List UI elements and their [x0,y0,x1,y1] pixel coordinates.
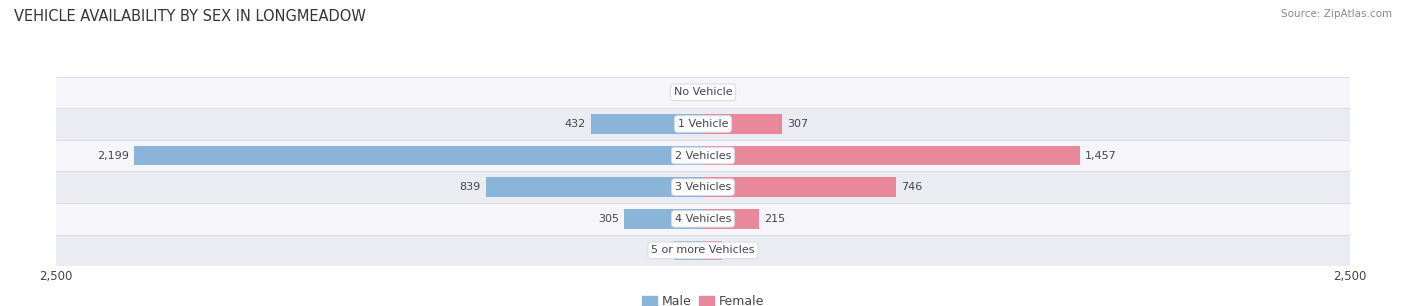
Bar [703,209,759,229]
Bar [56,140,1350,171]
Text: 4 Vehicles: 4 Vehicles [675,214,731,224]
Text: VEHICLE AVAILABILITY BY SEX IN LONGMEADOW: VEHICLE AVAILABILITY BY SEX IN LONGMEADO… [14,9,366,24]
Text: 0: 0 [689,87,695,97]
Text: 3 Vehicles: 3 Vehicles [675,182,731,192]
Text: Source: ZipAtlas.com: Source: ZipAtlas.com [1281,9,1392,19]
Text: 5 or more Vehicles: 5 or more Vehicles [651,245,755,256]
Bar [56,108,1350,140]
Bar [703,177,896,197]
Bar [703,114,782,134]
Text: 746: 746 [901,182,922,192]
Bar [673,241,703,260]
Text: 1,457: 1,457 [1085,151,1116,161]
Text: 432: 432 [565,119,586,129]
Text: No Vehicle: No Vehicle [673,87,733,97]
Bar [703,146,1080,165]
Text: 839: 839 [460,182,481,192]
Bar [56,203,1350,235]
Text: 2 Vehicles: 2 Vehicles [675,151,731,161]
Bar [592,114,703,134]
Legend: Male, Female: Male, Female [637,290,769,306]
Bar [56,171,1350,203]
Bar [703,241,721,260]
Text: 305: 305 [598,214,619,224]
Bar [56,235,1350,266]
Text: 72: 72 [727,245,741,256]
Bar [486,177,703,197]
Text: 114: 114 [647,245,668,256]
Bar [56,76,1350,108]
Bar [134,146,703,165]
Text: 215: 215 [763,214,785,224]
Text: 2,199: 2,199 [97,151,129,161]
Text: 1 Vehicle: 1 Vehicle [678,119,728,129]
Bar [624,209,703,229]
Text: 307: 307 [787,119,808,129]
Text: 0: 0 [711,87,717,97]
